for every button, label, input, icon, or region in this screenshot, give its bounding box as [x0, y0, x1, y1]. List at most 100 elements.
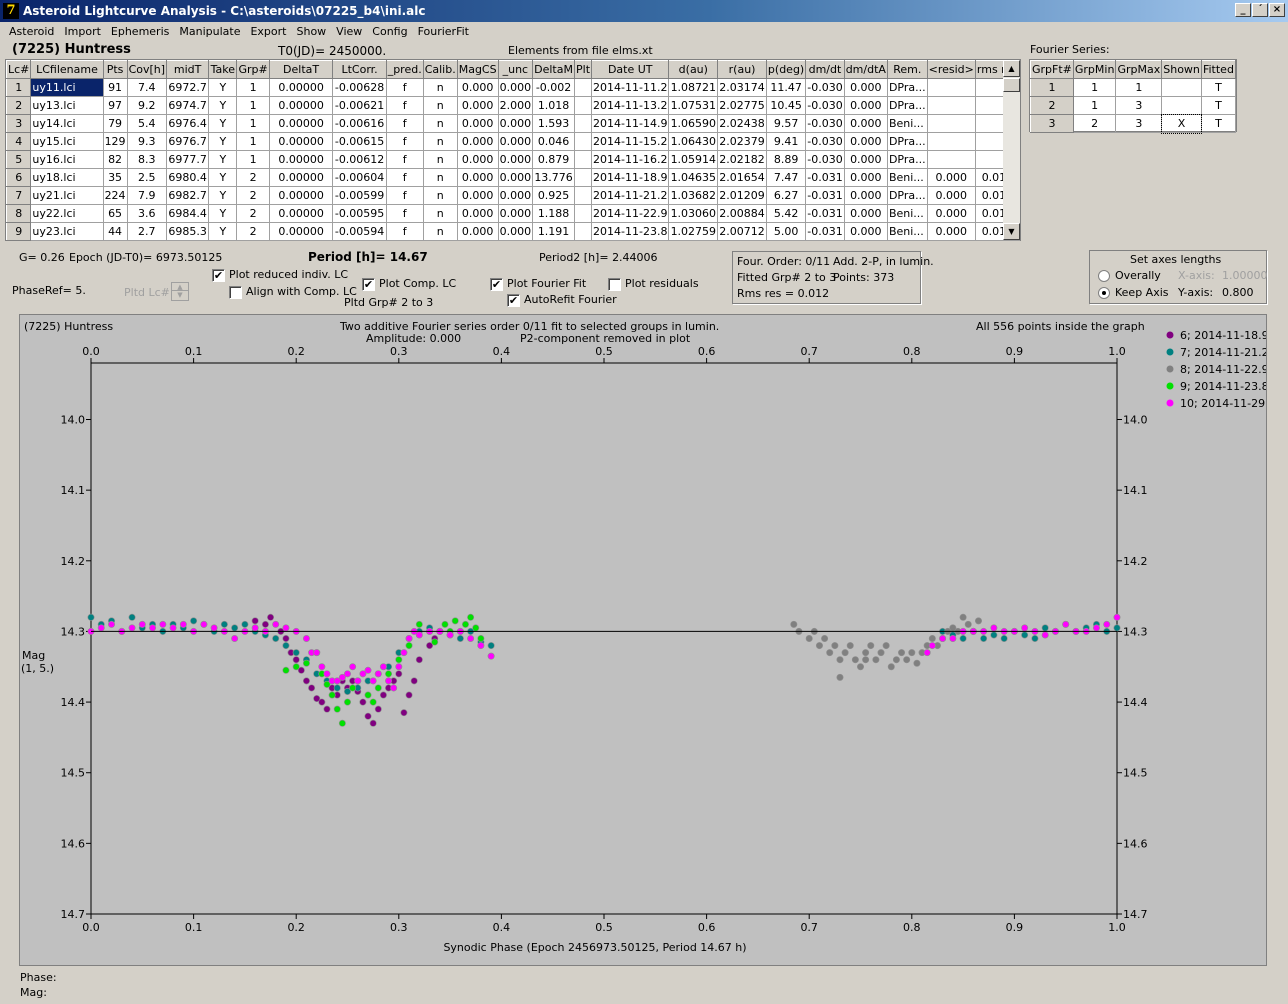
table-cell[interactable]: 0.00000	[268, 132, 334, 151]
table-cell[interactable]	[926, 96, 976, 115]
table-cell[interactable]: Y	[208, 114, 238, 133]
table-cell[interactable]: 0.879	[532, 150, 576, 169]
column-header[interactable]: dm/dtA	[843, 60, 888, 79]
table-cell[interactable]: 0.000	[456, 150, 499, 169]
table-cell[interactable]: 10.45	[765, 96, 807, 115]
fourier-cell[interactable]: T	[1200, 96, 1237, 115]
row-number-cell[interactable]: 2	[5, 96, 32, 115]
check-icon[interactable]: ✔	[362, 277, 375, 291]
fourier-cell[interactable]: 2	[1072, 114, 1117, 133]
plot-reduced-checkbox[interactable]: ✔ Plot reduced indiv. LC	[212, 268, 348, 282]
table-cell[interactable]: 1	[236, 96, 270, 115]
autorefit-checkbox[interactable]: ✔ AutoRefit Fourier	[507, 293, 617, 307]
spin-up-icon[interactable]: ▲	[172, 283, 188, 291]
menu-config[interactable]: Config	[372, 25, 408, 38]
fourier-cell[interactable]: 1	[1072, 96, 1117, 115]
table-cell[interactable]: 1.07531	[668, 96, 719, 115]
table-cell[interactable]: 0.000	[843, 78, 888, 97]
table-cell[interactable]: 1.05914	[668, 150, 719, 169]
column-header[interactable]: Calib.	[422, 60, 458, 79]
table-cell[interactable]: 1.03682	[668, 186, 719, 205]
table-cell[interactable]: DPra...	[886, 96, 928, 115]
table-cell[interactable]: -0.030	[805, 132, 845, 151]
fourier-cell[interactable]	[1161, 96, 1202, 115]
table-cell[interactable]: 0.00000	[268, 168, 334, 187]
column-header[interactable]: Grp#	[236, 60, 270, 79]
table-cell[interactable]: n	[422, 78, 458, 97]
table-cell[interactable]: uy14.lci	[30, 114, 104, 133]
x-axis-value[interactable]: 1.00000	[1222, 269, 1268, 282]
table-cell[interactable]: 0.000	[843, 96, 888, 115]
table-cell[interactable]	[574, 96, 593, 115]
column-header[interactable]: r(au)	[717, 60, 767, 79]
table-cell[interactable]: 0.000	[843, 204, 888, 223]
table-cell[interactable]: 0.000	[926, 222, 976, 241]
maximize-button[interactable]: ´	[1252, 3, 1268, 17]
column-header[interactable]: Rem.	[886, 60, 928, 79]
table-cell[interactable]: -0.00628	[332, 78, 387, 97]
table-cell[interactable]: 91	[102, 78, 128, 97]
table-cell[interactable]: 11.47	[765, 78, 807, 97]
table-cell[interactable]: -0.002	[532, 78, 576, 97]
table-cell[interactable]: 0.00000	[268, 204, 334, 223]
plot-comp-checkbox[interactable]: ✔ Plot Comp. LC	[362, 277, 456, 291]
table-cell[interactable]	[926, 78, 976, 97]
row-number-cell[interactable]: 9	[5, 222, 32, 241]
close-button[interactable]: ×	[1269, 3, 1285, 17]
table-cell[interactable]: 65	[102, 204, 128, 223]
table-cell[interactable]: 1.593	[532, 114, 576, 133]
table-cell[interactable]: 2014-11-22.9	[591, 204, 670, 223]
column-header[interactable]: Take	[208, 60, 238, 79]
table-cell[interactable]: 1	[236, 114, 270, 133]
table-cell[interactable]: 0.00000	[268, 222, 334, 241]
table-cell[interactable]: -0.00612	[332, 150, 387, 169]
table-cell[interactable]: 2	[236, 186, 270, 205]
row-number-cell[interactable]: 5	[5, 150, 32, 169]
table-cell[interactable]: 0.000	[456, 222, 499, 241]
table-cell[interactable]: 2.7	[126, 222, 168, 241]
table-cell[interactable]: 2.01654	[717, 168, 767, 187]
table-cell[interactable]: Y	[208, 96, 238, 115]
table-cell[interactable]: 5.42	[765, 204, 807, 223]
column-header[interactable]: DeltaT	[268, 60, 334, 79]
table-cell[interactable]: -0.030	[805, 78, 845, 97]
row-number-cell[interactable]: 6	[5, 168, 32, 187]
table-cell[interactable]	[574, 150, 593, 169]
table-cell[interactable]: Y	[208, 78, 238, 97]
fourier-row-number[interactable]: 3	[1030, 114, 1074, 133]
table-cell[interactable]: 0.000	[456, 168, 499, 187]
table-cell[interactable]: 0.000	[497, 222, 534, 241]
table-row[interactable]: 5 uy16.lci 82 8.3 6977.7 Y 1 0.00000 -0.00612 f n 0…	[5, 150, 1021, 169]
column-header[interactable]: d(au)	[668, 60, 719, 79]
pltd-lc-spinner[interactable]: ▲ ▼	[171, 282, 189, 301]
table-cell[interactable]	[926, 150, 976, 169]
table-cell[interactable]: 0.000	[456, 114, 499, 133]
table-row[interactable]: 7 uy21.lci 224 7.9 6982.7 Y 2 0.00000 -0.00599 f n…	[5, 186, 1021, 205]
radio-icon[interactable]	[1098, 270, 1110, 282]
table-cell[interactable]: 2.02182	[717, 150, 767, 169]
table-cell[interactable]: Y	[208, 150, 238, 169]
table-cell[interactable]: 2.02379	[717, 132, 767, 151]
table-cell[interactable]: 2014-11-14.9	[591, 114, 670, 133]
table-cell[interactable]	[574, 204, 593, 223]
table-cell[interactable]: 0.000	[497, 186, 534, 205]
table-cell[interactable]: 0.00000	[268, 78, 334, 97]
table-cell[interactable]	[574, 114, 593, 133]
table-cell[interactable]: 2.000	[497, 96, 534, 115]
table-cell[interactable]	[926, 114, 976, 133]
table-cell[interactable]: 0.000	[926, 168, 976, 187]
table-cell[interactable]: 2.5	[126, 168, 168, 187]
plot-residuals-checkbox[interactable]: Plot residuals	[608, 277, 699, 291]
table-cell[interactable]: 6.27	[765, 186, 807, 205]
table-cell[interactable]	[574, 168, 593, 187]
table-cell[interactable]: 44	[102, 222, 128, 241]
table-cell[interactable]: 1.191	[532, 222, 576, 241]
table-cell[interactable]: -0.00599	[332, 186, 387, 205]
radio-selected-icon[interactable]	[1098, 287, 1110, 299]
table-cell[interactable]: 0.000	[926, 186, 976, 205]
check-icon[interactable]: ✔	[507, 293, 520, 307]
table-cell[interactable]: f	[385, 204, 424, 223]
align-comp-checkbox[interactable]: Align with Comp. LC	[229, 285, 357, 299]
